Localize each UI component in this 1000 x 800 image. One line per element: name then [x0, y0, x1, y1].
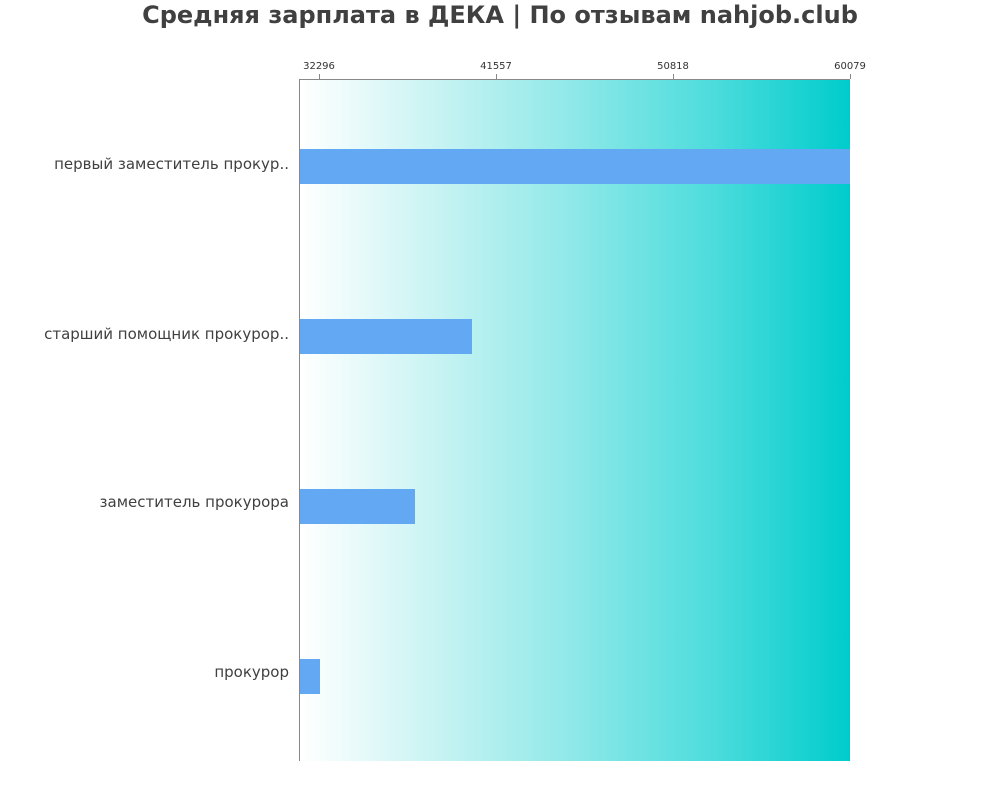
- x-tick: [319, 74, 320, 79]
- y-axis-line: [299, 79, 300, 761]
- x-tick: [850, 74, 851, 79]
- category-label: старший помощник прокурор..: [44, 325, 289, 343]
- bar: [300, 149, 850, 184]
- bar: [300, 489, 416, 524]
- chart-title: Средняя зарплата в ДЕКА | По отзывам nah…: [142, 1, 858, 29]
- x-tick: [673, 74, 674, 79]
- bar: [300, 659, 321, 694]
- category-label: первый заместитель прокур..: [54, 155, 289, 173]
- category-label: заместитель прокурора: [99, 493, 289, 511]
- x-tick-label: 50818: [657, 61, 689, 72]
- x-tick: [496, 74, 497, 79]
- x-axis-line: [300, 79, 850, 80]
- x-tick-label: 32296: [303, 61, 335, 72]
- bar: [300, 319, 472, 354]
- category-label: прокурор: [214, 663, 289, 681]
- x-tick-label: 60079: [834, 61, 866, 72]
- x-tick-label: 41557: [480, 61, 512, 72]
- plot-area: [300, 80, 850, 761]
